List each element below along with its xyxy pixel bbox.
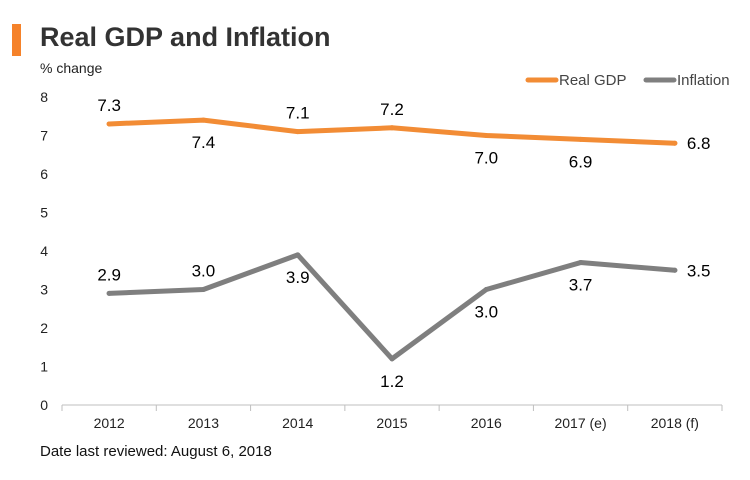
real-gdp-data-label: 6.9 <box>569 152 593 171</box>
chart-title: Real GDP and Inflation <box>40 22 331 52</box>
inflation-data-label: 3.5 <box>687 261 711 280</box>
legend-label-inflation: Inflation <box>677 72 730 89</box>
x-tick-label: 2012 <box>94 415 125 431</box>
inflation-data-point <box>106 290 112 296</box>
y-tick-label: 7 <box>40 128 48 144</box>
x-axis-ticks: 2012 2013 2014 2015 2016 2017 (e) 2018 (f) <box>61 405 723 431</box>
y-tick-label: 4 <box>40 243 48 259</box>
y-tick-label: 2 <box>40 320 48 336</box>
inflation-data-point <box>389 356 395 362</box>
inflation-data-point <box>578 260 584 266</box>
real-gdp-data-label: 7.1 <box>286 104 310 123</box>
real-gdp-data-label: 7.2 <box>380 100 404 119</box>
real-gdp-data-point <box>295 129 301 135</box>
y-tick-label: 5 <box>40 205 48 221</box>
x-tick-label: 2014 <box>282 415 313 431</box>
x-tick-label: 2018 (f) <box>651 415 699 431</box>
inflation-data-point <box>295 252 301 258</box>
y-tick-label: 0 <box>40 397 48 413</box>
y-tick-label: 8 <box>40 89 48 105</box>
inflation-data-label: 3.7 <box>569 276 593 295</box>
real-gdp-data-label: 7.3 <box>97 96 121 115</box>
inflation-data-point <box>672 267 678 273</box>
real-gdp-data-point <box>483 133 489 138</box>
inflation-data-label: 1.2 <box>380 372 404 391</box>
x-tick-label: 2017 (e) <box>554 415 606 431</box>
x-tick-label: 2016 <box>471 415 502 431</box>
series-layer: 7.3 7.4 7.1 7.2 7.0 6.9 6.8 2.9 3.0 3.9 1.2 3.0 3.7 3… <box>97 96 710 391</box>
x-tick-label: 2013 <box>188 415 219 431</box>
real-gdp-data-point <box>106 121 112 127</box>
real-gdp-data-point <box>200 117 206 123</box>
inflation-data-label: 3.0 <box>474 303 498 322</box>
y-axis-ticks: 0 1 2 3 4 5 6 7 8 <box>40 89 48 413</box>
inflation-data-point <box>483 287 489 292</box>
real-gdp-data-label: 6.8 <box>687 134 711 153</box>
real-gdp-data-label: 7.0 <box>474 149 498 168</box>
inflation-data-label: 3.9 <box>286 268 310 287</box>
real-gdp-data-label: 7.4 <box>192 133 216 152</box>
inflation-data-label: 3.0 <box>192 262 216 281</box>
y-tick-label: 3 <box>40 282 48 298</box>
title-accent-bar <box>12 24 21 56</box>
legend-label-real-gdp: Real GDP <box>559 72 627 89</box>
review-date-footer: Date last reviewed: August 6, 2018 <box>40 443 272 460</box>
real-gdp-data-point <box>578 136 584 142</box>
inflation-data-label: 2.9 <box>97 265 121 284</box>
y-tick-label: 1 <box>40 359 48 375</box>
x-tick-label: 2015 <box>376 415 407 431</box>
y-axis-unit-label: % change <box>40 60 103 76</box>
y-tick-label: 6 <box>40 166 48 182</box>
inflation-data-point <box>200 287 206 292</box>
real-gdp-data-point <box>389 125 395 131</box>
legend: Real GDP Inflation <box>525 72 730 89</box>
real-gdp-data-point <box>672 140 678 146</box>
